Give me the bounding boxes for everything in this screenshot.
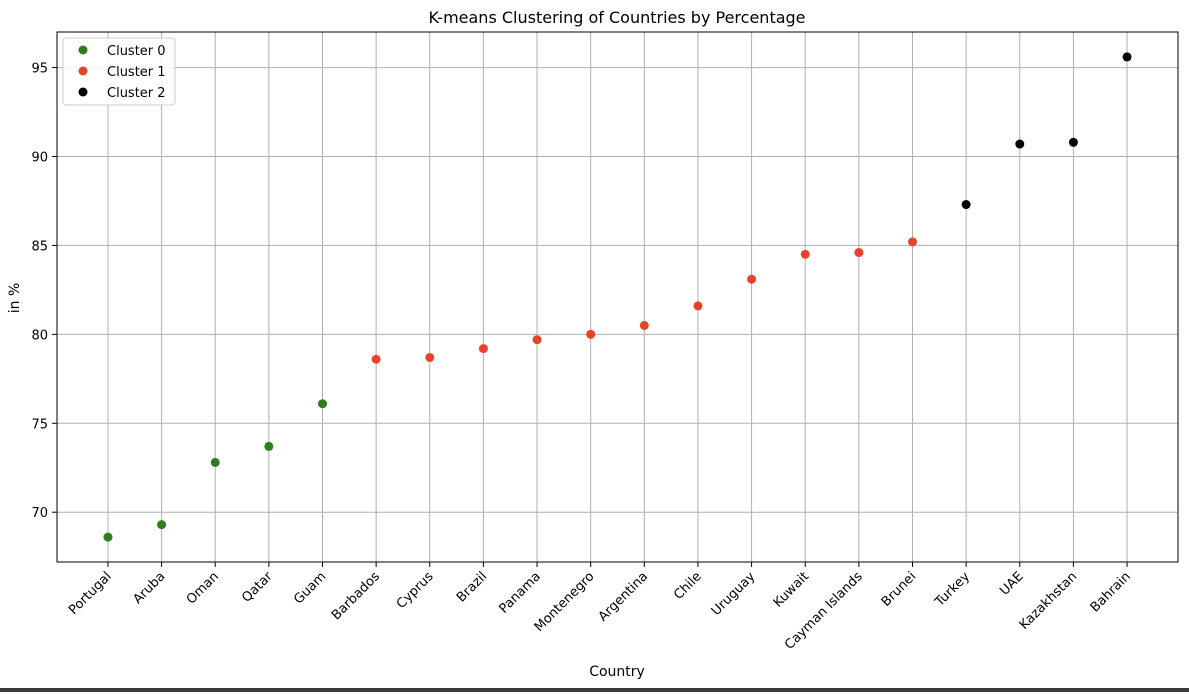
- legend-label-cluster-1: Cluster 1: [107, 65, 166, 80]
- cluster-1-point: [908, 237, 917, 247]
- chart-title: K-means Clustering of Countries by Perce…: [428, 8, 805, 27]
- legend-marker-cluster-2: [78, 87, 88, 97]
- cluster-0-point: [264, 441, 274, 451]
- cluster-2-point: [961, 200, 971, 210]
- legend-box: [62, 37, 176, 106]
- x-tick-label: Aruba: [130, 569, 168, 607]
- y-tick-label: 85: [31, 239, 48, 254]
- x-axis-label: Country: [589, 664, 645, 680]
- legend-label-cluster-2: Cluster 2: [107, 86, 166, 101]
- x-tick-label: Oman: [184, 569, 222, 607]
- data-points: [103, 52, 1132, 542]
- grid-lines: [57, 32, 1178, 562]
- legend: Cluster 0 Cluster 1 Cluster 2: [62, 37, 176, 106]
- axis-ticks: Portugal Aruba Oman Qatar Guam Barbados Cyprus…: [31, 62, 1133, 653]
- x-tick-label: Panama: [496, 569, 543, 616]
- legend-marker-cluster-0: [78, 45, 88, 55]
- x-tick-label: Brunei: [879, 569, 920, 610]
- x-tick-label: Cyprus: [394, 569, 437, 612]
- x-tick-label: Barbados: [329, 569, 383, 623]
- y-tick-label: 75: [31, 417, 48, 432]
- x-tick-label: Chile: [671, 569, 705, 603]
- cluster-0-point: [210, 457, 220, 467]
- cluster-1-point: [478, 344, 488, 354]
- cluster-2-point: [1015, 139, 1025, 149]
- cluster-1-point: [586, 329, 596, 339]
- x-tick-label: Bahrain: [1088, 569, 1134, 615]
- y-tick-label: 95: [31, 62, 48, 77]
- window-bottom-border: [0, 688, 1189, 692]
- cluster-1-point: [800, 249, 810, 259]
- x-tick-label: Turkey: [932, 569, 973, 610]
- cluster-1-point: [639, 320, 649, 330]
- x-tick-label: Brazil: [454, 569, 490, 605]
- cluster-2-point: [1122, 52, 1132, 62]
- x-tick-label: UAE: [997, 569, 1026, 598]
- cluster-1-point: [371, 354, 381, 364]
- plot-frame: [56, 31, 1179, 563]
- cluster-0-point: [157, 520, 167, 530]
- legend-marker-cluster-1: [78, 66, 88, 76]
- x-tick-label: Argentina: [596, 569, 651, 624]
- cluster-0-point: [103, 532, 113, 542]
- cluster-1-point: [747, 274, 757, 284]
- x-tick-label: Portugal: [66, 569, 115, 618]
- x-tick-label: Uruguay: [709, 569, 759, 619]
- y-axis-label: in %: [7, 283, 23, 314]
- x-tick-label: Guam: [291, 569, 329, 607]
- y-tick-label: 70: [31, 506, 48, 521]
- y-tick-label: 90: [31, 150, 48, 165]
- x-tick-label: Kazakhstan: [1017, 569, 1081, 633]
- x-tick-label: Qatar: [239, 569, 276, 606]
- y-tick-label: 80: [31, 328, 48, 343]
- cluster-1-point: [425, 352, 435, 362]
- cluster-1-point: [854, 248, 864, 258]
- x-tick-label: Kuwait: [771, 569, 812, 610]
- cluster-0-point: [318, 399, 327, 409]
- cluster-1-point: [693, 301, 703, 311]
- cluster-2-point: [1068, 137, 1078, 147]
- cluster-1-point: [532, 335, 542, 345]
- legend-label-cluster-0: Cluster 0: [107, 44, 166, 59]
